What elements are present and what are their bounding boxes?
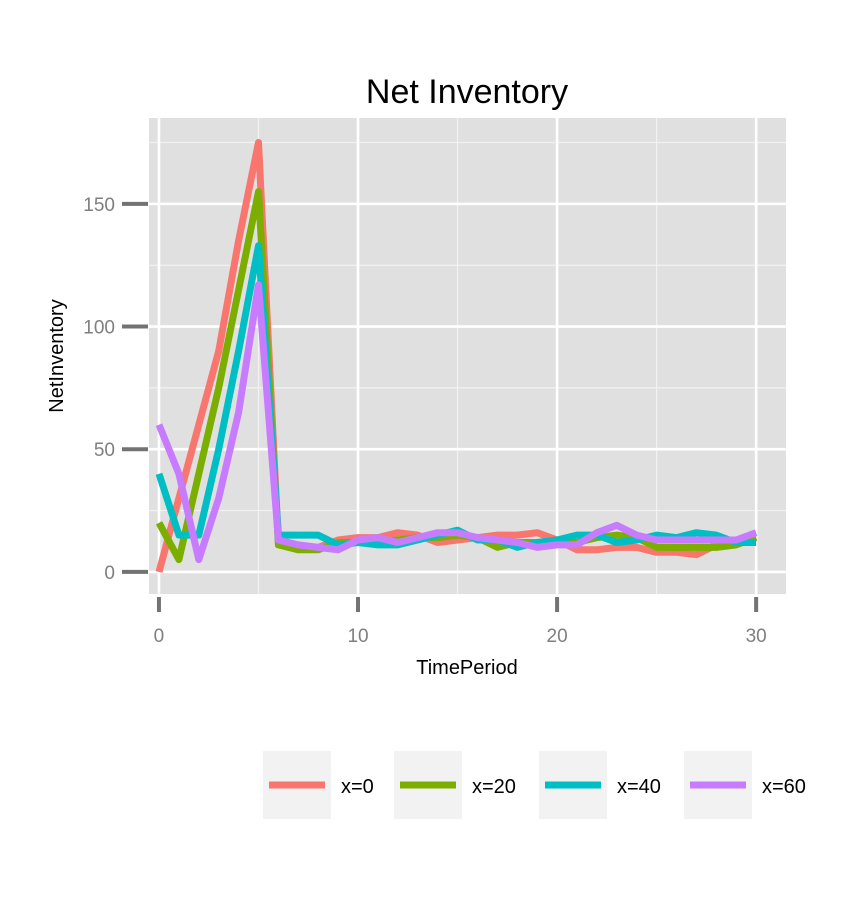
- x-tick-label: 10: [347, 626, 368, 647]
- y-axis: 0 50 100 150: [83, 195, 148, 584]
- x-tick-label: 30: [746, 626, 767, 647]
- x-tick-label: 0: [154, 626, 165, 647]
- chart-title: Net Inventory: [366, 73, 568, 111]
- y-tick-label: 0: [104, 563, 115, 584]
- x-axis-title: TimePeriod: [416, 657, 518, 679]
- legend-label: x=20: [472, 776, 516, 798]
- y-tick-label: 50: [94, 440, 115, 461]
- series-lines: [155, 139, 758, 573]
- y-tick-label: 150: [83, 195, 115, 216]
- major-gridlines: [149, 118, 786, 594]
- y-axis-title: NetInventory: [46, 299, 68, 412]
- legend: x=0 x=20 x=40 x=60: [263, 751, 806, 819]
- y-tick-label: 100: [83, 318, 115, 339]
- series-line-x-0: [155, 139, 757, 573]
- x-tick-label: 20: [547, 626, 568, 647]
- legend-label: x=60: [762, 776, 806, 798]
- series-line-x-60: [155, 281, 758, 564]
- legend-label: x=0: [341, 776, 374, 798]
- x-axis: 0 10 20 30: [154, 597, 767, 647]
- legend-label: x=40: [617, 776, 661, 798]
